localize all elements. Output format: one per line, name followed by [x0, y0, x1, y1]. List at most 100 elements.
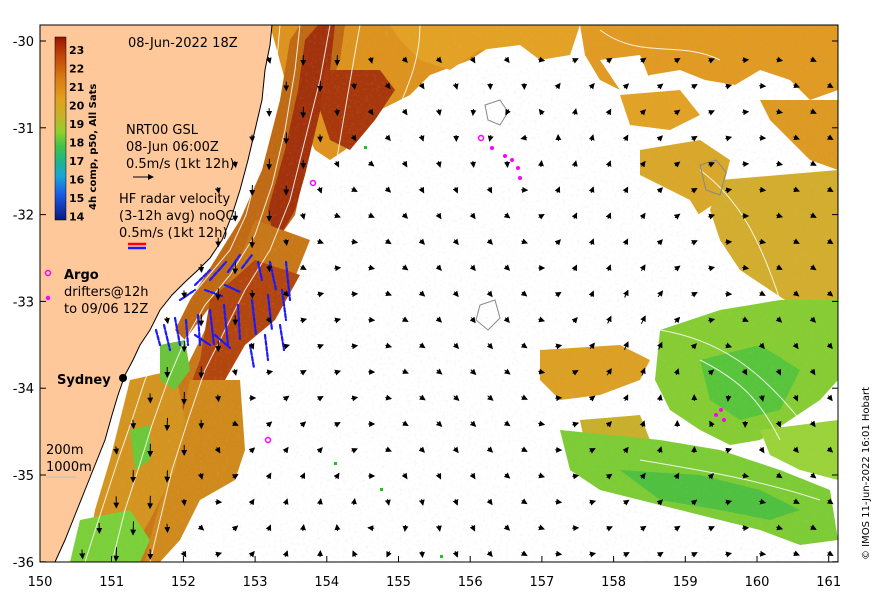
velocity-arrow — [656, 239, 663, 246]
velocity-arrow — [605, 264, 612, 271]
seamounts — [475, 99, 727, 331]
velocity-arrow — [673, 161, 681, 168]
velocity-arrow — [350, 498, 357, 506]
velocity-arrow — [555, 550, 563, 557]
velocity-arrow — [469, 472, 476, 480]
velocity-arrow — [418, 238, 425, 245]
velocity-arrow — [384, 238, 392, 245]
velocity-arrow — [368, 264, 376, 271]
velocity-arrow — [384, 498, 391, 506]
y-tick-label: -35 — [13, 469, 34, 484]
velocity-arrow — [469, 420, 477, 428]
velocity-arrow — [521, 394, 528, 400]
velocity-arrow — [384, 82, 391, 90]
velocity-arrow — [300, 106, 307, 119]
velocity-arrow — [180, 498, 187, 507]
velocity-arrow — [249, 134, 256, 143]
velocity-arrow — [435, 368, 443, 375]
colorbar-tick-label: 14 — [69, 211, 85, 224]
velocity-arrow — [571, 160, 578, 168]
velocity-arrow — [742, 57, 750, 64]
velocity-arrow — [385, 446, 392, 452]
velocity-arrow — [809, 368, 816, 376]
colorbar-tick-label: 20 — [69, 100, 85, 113]
velocity-arrow — [809, 472, 817, 479]
velocity-arrow — [555, 498, 563, 505]
velocity-arrow — [622, 83, 630, 90]
x-tick-label: 159 — [673, 575, 698, 590]
land-australia — [40, 25, 273, 562]
velocity-arrow — [384, 134, 391, 142]
velocity-arrow — [265, 56, 272, 64]
hf-scale: 0.5m/s (1kt 12h) — [119, 226, 228, 241]
velocity-arrow — [572, 58, 579, 64]
velocity-arrow — [521, 238, 529, 245]
velocity-arrow — [775, 368, 782, 376]
velocity-arrow — [691, 446, 698, 454]
velocity-arrow — [452, 446, 459, 454]
velocity-arrow — [691, 292, 698, 298]
velocity-arrow — [283, 132, 290, 145]
drifter-markers — [490, 146, 726, 422]
velocity-arrow — [231, 525, 239, 532]
velocity-arrow — [352, 550, 358, 557]
velocity-arrow — [469, 524, 476, 532]
velocity-arrow — [452, 551, 459, 558]
velocity-arrow — [367, 56, 374, 64]
velocity-arrow — [538, 56, 546, 63]
velocity-arrow — [248, 550, 255, 558]
velocity-arrow — [622, 394, 629, 402]
velocity-arrow — [554, 186, 561, 194]
velocity-arrow — [571, 264, 578, 272]
velocity-arrow — [435, 316, 443, 323]
velocity-arrow — [385, 290, 392, 297]
velocity-arrow — [334, 422, 341, 428]
velocity-arrow — [792, 446, 799, 454]
velocity-arrow — [589, 551, 597, 558]
colorbar-tick-label: 22 — [69, 63, 84, 76]
velocity-arrow — [605, 57, 613, 64]
velocity-arrow — [384, 186, 392, 193]
altimetry-velocity-arrows — [79, 55, 834, 562]
velocity-arrow — [486, 446, 494, 453]
velocity-arrow — [113, 446, 120, 455]
velocity-arrow — [367, 160, 375, 167]
velocity-arrow — [351, 238, 359, 245]
velocity-arrow — [708, 317, 716, 324]
velocity-arrow — [282, 446, 289, 454]
velocity-arrow — [775, 472, 783, 479]
velocity-arrow — [554, 239, 561, 246]
x-tick-label: 152 — [171, 575, 196, 590]
y-tick-label: -32 — [13, 209, 34, 224]
velocity-arrow — [776, 212, 784, 219]
drifter-legend-icon — [45, 295, 51, 301]
velocity-arrow — [656, 446, 663, 454]
velocity-arrow — [435, 264, 442, 271]
velocity-arrow — [282, 238, 289, 246]
velocity-arrow — [640, 315, 646, 325]
velocity-arrow — [300, 317, 308, 324]
velocity-arrow — [673, 265, 681, 272]
velocity-arrow — [826, 498, 834, 505]
velocity-arrow — [538, 524, 545, 531]
velocity-arrow — [656, 83, 664, 90]
velocity-arrow — [520, 134, 528, 141]
velocity-arrow — [232, 262, 239, 275]
contour-1000-label: 1000m — [46, 460, 92, 475]
argo-legend-icon — [44, 269, 52, 277]
velocity-arrow — [725, 187, 733, 194]
velocity-arrow — [504, 160, 511, 168]
velocity-arrow — [758, 394, 765, 402]
velocity-arrow — [742, 264, 750, 271]
velocity-arrow — [639, 264, 646, 272]
x-tick-label: 160 — [745, 575, 770, 590]
velocity-arrow — [673, 368, 680, 376]
velocity-arrow — [793, 134, 800, 141]
velocity-arrow — [435, 525, 442, 532]
x-tick-label: 151 — [99, 575, 124, 590]
velocity-arrow — [640, 367, 646, 376]
velocity-arrow — [809, 316, 816, 323]
velocity-arrow — [555, 395, 563, 402]
velocity-arrow — [588, 290, 595, 298]
velocity-arrow — [486, 290, 493, 298]
